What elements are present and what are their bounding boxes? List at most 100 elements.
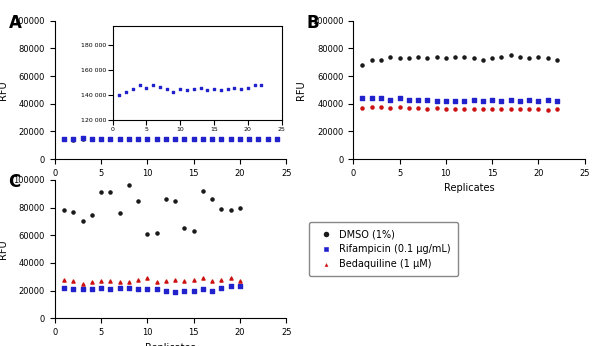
Point	[133, 136, 143, 142]
Point	[68, 137, 78, 142]
Point	[376, 95, 386, 101]
Point	[59, 208, 69, 213]
Point	[152, 136, 161, 142]
Point	[487, 106, 497, 111]
Point	[469, 107, 479, 112]
Point	[78, 281, 88, 286]
Point	[114, 136, 124, 142]
Point	[478, 98, 488, 104]
Point	[133, 136, 143, 141]
Point	[441, 98, 451, 104]
Point	[404, 97, 414, 102]
Point	[263, 136, 273, 142]
Point	[105, 286, 115, 292]
Point	[272, 137, 282, 142]
Point	[180, 136, 189, 142]
Point	[376, 57, 386, 62]
Point	[413, 97, 423, 102]
Point	[357, 105, 367, 111]
Point	[78, 136, 88, 141]
Point	[533, 98, 543, 104]
Point	[171, 136, 180, 142]
Point	[133, 277, 143, 282]
Point	[543, 107, 552, 113]
Point	[189, 228, 199, 234]
Point	[253, 136, 263, 142]
Point	[124, 136, 134, 142]
Point	[244, 136, 254, 142]
Y-axis label: RFU: RFU	[0, 239, 8, 259]
Point	[78, 136, 88, 142]
Point	[357, 95, 367, 101]
Point	[198, 286, 208, 292]
Point	[515, 54, 525, 60]
Point	[478, 57, 488, 62]
Point	[207, 288, 217, 293]
Point	[496, 98, 506, 104]
Point	[235, 136, 245, 142]
Point	[367, 104, 376, 109]
Point	[376, 104, 386, 110]
Point	[171, 277, 180, 282]
Point	[105, 190, 115, 195]
Point	[244, 137, 254, 142]
Point	[161, 136, 171, 142]
Point	[235, 136, 245, 142]
Y-axis label: RFU: RFU	[297, 80, 306, 100]
Text: A: A	[9, 14, 21, 32]
Point	[543, 55, 552, 61]
Point	[87, 136, 97, 142]
Point	[59, 285, 69, 291]
Point	[124, 136, 134, 142]
Point	[432, 98, 442, 104]
Point	[226, 208, 236, 213]
Point	[533, 107, 543, 112]
Point	[207, 136, 217, 142]
Point	[143, 231, 152, 237]
Point	[198, 275, 208, 281]
Point	[96, 137, 106, 142]
Point	[469, 55, 479, 61]
Point	[161, 288, 171, 293]
Point	[543, 97, 552, 102]
Point	[272, 136, 282, 142]
Point	[143, 136, 152, 142]
Point	[515, 98, 525, 104]
Point	[78, 286, 88, 292]
Point	[235, 284, 245, 289]
Point	[105, 136, 115, 142]
Point	[180, 226, 189, 231]
Point	[515, 107, 525, 112]
Point	[198, 136, 208, 142]
Point	[207, 278, 217, 284]
Point	[124, 285, 134, 291]
Point	[207, 197, 217, 202]
Point	[96, 278, 106, 284]
Point	[143, 137, 152, 142]
Point	[217, 206, 227, 212]
Point	[189, 288, 199, 293]
Point	[152, 286, 161, 292]
Point	[133, 198, 143, 203]
Point	[96, 285, 106, 291]
Point	[450, 54, 460, 60]
Point	[404, 105, 414, 111]
Point	[459, 54, 469, 60]
Point	[505, 106, 515, 111]
Point	[395, 55, 404, 61]
Point	[59, 136, 69, 142]
Point	[496, 107, 506, 112]
Point	[385, 54, 395, 60]
Point	[524, 106, 534, 111]
Point	[423, 55, 432, 61]
Point	[395, 104, 404, 110]
Legend: DMSO (1%), Rifampicin (0.1 μg/mL), Bedaquiline (1 μM): DMSO (1%), Rifampicin (0.1 μg/mL), Bedaq…	[309, 222, 458, 276]
Point	[161, 197, 171, 202]
Point	[124, 280, 134, 285]
Point	[217, 285, 227, 291]
Point	[161, 136, 171, 142]
Point	[496, 54, 506, 60]
Point	[143, 286, 152, 292]
Point	[171, 198, 180, 203]
Point	[226, 275, 236, 281]
